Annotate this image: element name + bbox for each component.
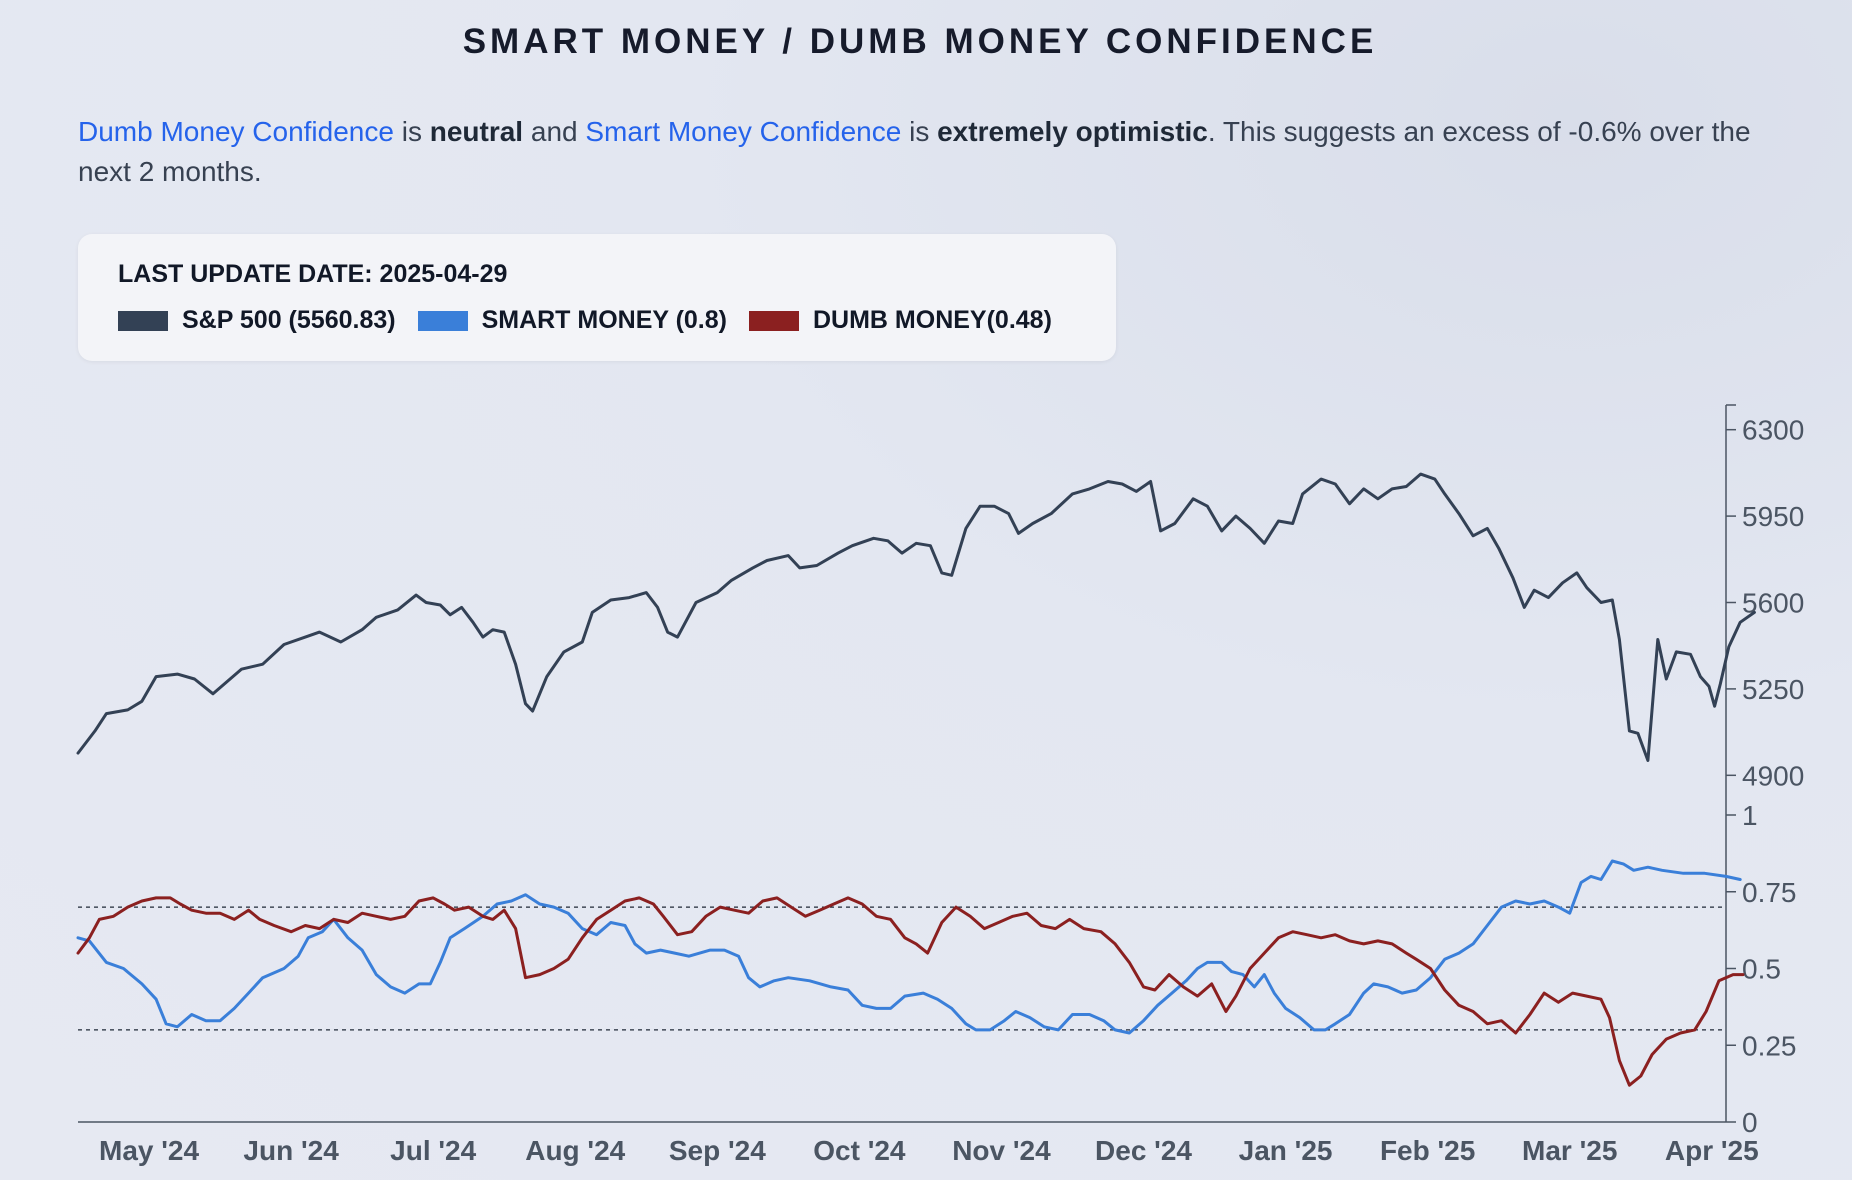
smart-money-link[interactable]: Smart Money Confidence (585, 116, 902, 147)
series-line-smart-money (76, 859, 1742, 1035)
lower-y-tick-label: 0.5 (1742, 954, 1781, 985)
summary-rest: . This suggests an excess of -0.6% over … (78, 116, 1751, 187)
legend-item-sp500[interactable]: S&P 500 (5560.83) (118, 306, 396, 335)
x-tick-label: Feb '25 (1380, 1135, 1475, 1166)
x-tick-label: May '24 (99, 1135, 199, 1166)
legend-swatch-smart-money (417, 310, 468, 331)
page-title: SMART MONEY / DUMB MONEY CONFIDENCE (462, 22, 1378, 61)
lower-y-tick-label: 1 (1742, 800, 1758, 831)
smart-money-state: extremely optimistic (937, 116, 1208, 147)
upper-y-tick-label: 6300 (1742, 415, 1804, 446)
legend-swatch-sp500 (118, 310, 168, 331)
lower-y-tick-label: 0.75 (1742, 877, 1797, 908)
x-tick-label: Dec '24 (1095, 1135, 1192, 1166)
series-line-s-p-500 (76, 472, 1756, 762)
legend-label-smart-money: SMART MONEY (0.8) (481, 306, 727, 334)
x-tick-label: Jun '24 (243, 1135, 339, 1166)
summary-and: and (523, 116, 586, 147)
x-tick-label: Jan '25 (1239, 1135, 1333, 1166)
dumb-money-link[interactable]: Dumb Money Confidence (78, 116, 394, 147)
summary-is-1: is (393, 116, 430, 147)
upper-y-tick-label: 5250 (1742, 674, 1804, 705)
legend-item-smart-money[interactable]: SMART MONEY (0.8) (417, 306, 727, 335)
upper-y-tick-label: 4900 (1742, 760, 1804, 791)
upper-y-tick-label: 5950 (1742, 501, 1804, 532)
series-line-dumb-money (76, 896, 1745, 1087)
x-tick-label: Sep '24 (669, 1135, 766, 1166)
lower-y-tick-label: 0.25 (1742, 1030, 1797, 1061)
x-tick-label: Aug '24 (525, 1135, 625, 1166)
x-tick-label: Apr '25 (1665, 1135, 1759, 1166)
dumb-money-state: neutral (429, 116, 524, 147)
x-tick-label: Jul '24 (390, 1135, 476, 1166)
x-tick-label: Oct '24 (813, 1135, 906, 1166)
lower-y-tick-label: 0 (1742, 1107, 1758, 1138)
chart-lines (76, 472, 1756, 1087)
legend-label-dumb-money: DUMB MONEY(0.48) (812, 306, 1052, 334)
last-update-date: LAST UPDATE DATE: 2025-04-29 (118, 260, 508, 288)
legend-swatch-dumb-money (748, 310, 799, 331)
summary-is-2: is (901, 116, 938, 147)
x-tick-label: Nov '24 (952, 1135, 1051, 1166)
summary-text: Dumb Money Confidence is neutral and Sma… (78, 112, 1778, 192)
x-tick-label: Mar '25 (1522, 1135, 1617, 1166)
legend: S&P 500 (5560.83) SMART MONEY (0.8) DUMB… (118, 306, 1074, 335)
legend-item-dumb-money[interactable]: DUMB MONEY(0.48) (748, 306, 1052, 335)
legend-label-sp500: S&P 500 (5560.83) (182, 306, 396, 334)
info-card: LAST UPDATE DATE: 2025-04-29 S&P 500 (55… (78, 234, 1116, 361)
